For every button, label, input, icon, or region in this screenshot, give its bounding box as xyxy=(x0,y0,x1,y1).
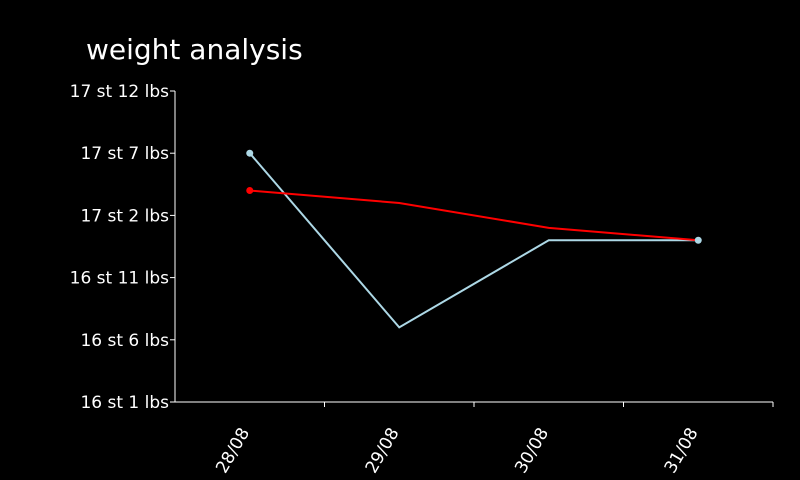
y-tick-label: 17 st 12 lbs xyxy=(70,82,170,102)
x-axis-ticks: 28/08 29/08 30/08 31/08 xyxy=(212,402,774,477)
x-tick-label: 30/08 xyxy=(511,425,553,477)
chart-axes xyxy=(174,91,773,403)
series-lines xyxy=(248,152,699,329)
series-markers xyxy=(246,149,702,244)
chart-title: weight analysis xyxy=(86,33,303,66)
y-tick-label: 16 st 1 lbs xyxy=(80,393,169,413)
series-line-2 xyxy=(249,189,699,242)
x-tick-label: 31/08 xyxy=(661,425,703,477)
data-point-marker xyxy=(246,187,254,195)
y-tick-label: 17 st 7 lbs xyxy=(80,144,169,164)
series-line-1 xyxy=(248,152,699,329)
data-point-marker xyxy=(246,149,254,157)
y-axis-ticks: 16 st 1 lbs 16 st 6 lbs 16 st 11 lbs 17 st … xyxy=(70,82,175,413)
x-tick-label: 28/08 xyxy=(212,425,254,477)
data-point-marker xyxy=(694,236,702,244)
y-tick-label: 16 st 11 lbs xyxy=(70,269,170,289)
x-tick-label: 29/08 xyxy=(362,425,404,477)
y-tick-label: 17 st 2 lbs xyxy=(80,206,169,226)
y-tick-label: 16 st 6 lbs xyxy=(80,331,169,351)
